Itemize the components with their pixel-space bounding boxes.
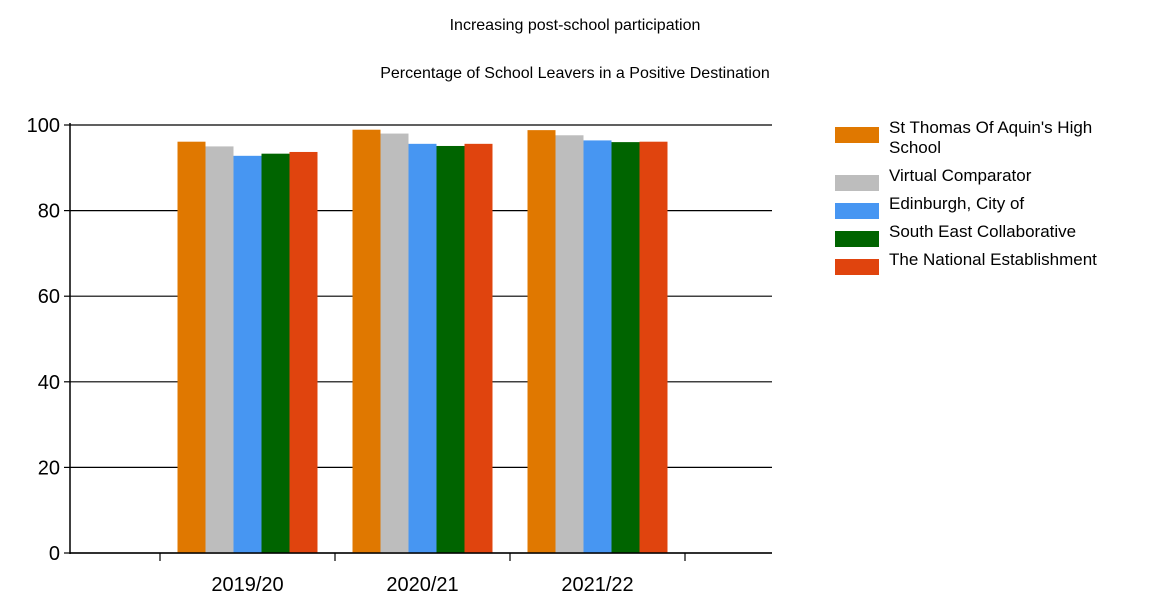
bar bbox=[555, 135, 584, 553]
x-tick-label: 2020/21 bbox=[386, 574, 458, 596]
legend-label: Edinburgh, City of bbox=[889, 194, 1024, 213]
bar bbox=[583, 140, 612, 553]
bar bbox=[464, 143, 493, 553]
legend-swatch bbox=[835, 127, 879, 143]
x-tick-label: 2019/20 bbox=[211, 574, 283, 596]
bar bbox=[233, 155, 262, 554]
legend-label: The National Establishment bbox=[889, 250, 1097, 269]
bar bbox=[408, 143, 437, 553]
y-tick-label: 0 bbox=[49, 543, 60, 565]
bar bbox=[177, 141, 206, 553]
y-tick-label: 40 bbox=[38, 372, 60, 394]
y-tick-label: 60 bbox=[38, 286, 60, 308]
bar bbox=[639, 141, 668, 553]
bars bbox=[177, 129, 668, 554]
chart-title: Increasing post-school participation bbox=[450, 17, 701, 34]
legend-label: South East Collaborative bbox=[889, 222, 1076, 241]
legend-swatch bbox=[835, 231, 879, 247]
bar bbox=[436, 145, 465, 554]
y-tick-label: 100 bbox=[27, 115, 60, 137]
legend-swatch bbox=[835, 203, 879, 219]
x-tick-label: 2021/22 bbox=[561, 574, 633, 596]
y-tick-label: 20 bbox=[38, 457, 60, 479]
chart-subtitle: Percentage of School Leavers in a Positi… bbox=[380, 65, 770, 82]
bar bbox=[261, 153, 290, 553]
bar bbox=[611, 142, 640, 553]
legend-label: St Thomas Of Aquin's High bbox=[889, 118, 1092, 137]
bar bbox=[527, 130, 556, 554]
y-axis-ticks: 0 20 40 60 80 100 bbox=[27, 115, 71, 565]
y-tick-label: 80 bbox=[38, 201, 60, 223]
legend-label: Virtual Comparator bbox=[889, 166, 1032, 185]
legend-label: School bbox=[889, 138, 941, 157]
bar bbox=[205, 146, 234, 553]
bar bbox=[289, 151, 318, 554]
x-axis: 2019/20 2020/21 2021/22 bbox=[70, 552, 772, 596]
legend-swatch bbox=[835, 175, 879, 191]
bar bbox=[352, 129, 381, 553]
legend-swatch bbox=[835, 259, 879, 275]
bar bbox=[380, 133, 409, 553]
